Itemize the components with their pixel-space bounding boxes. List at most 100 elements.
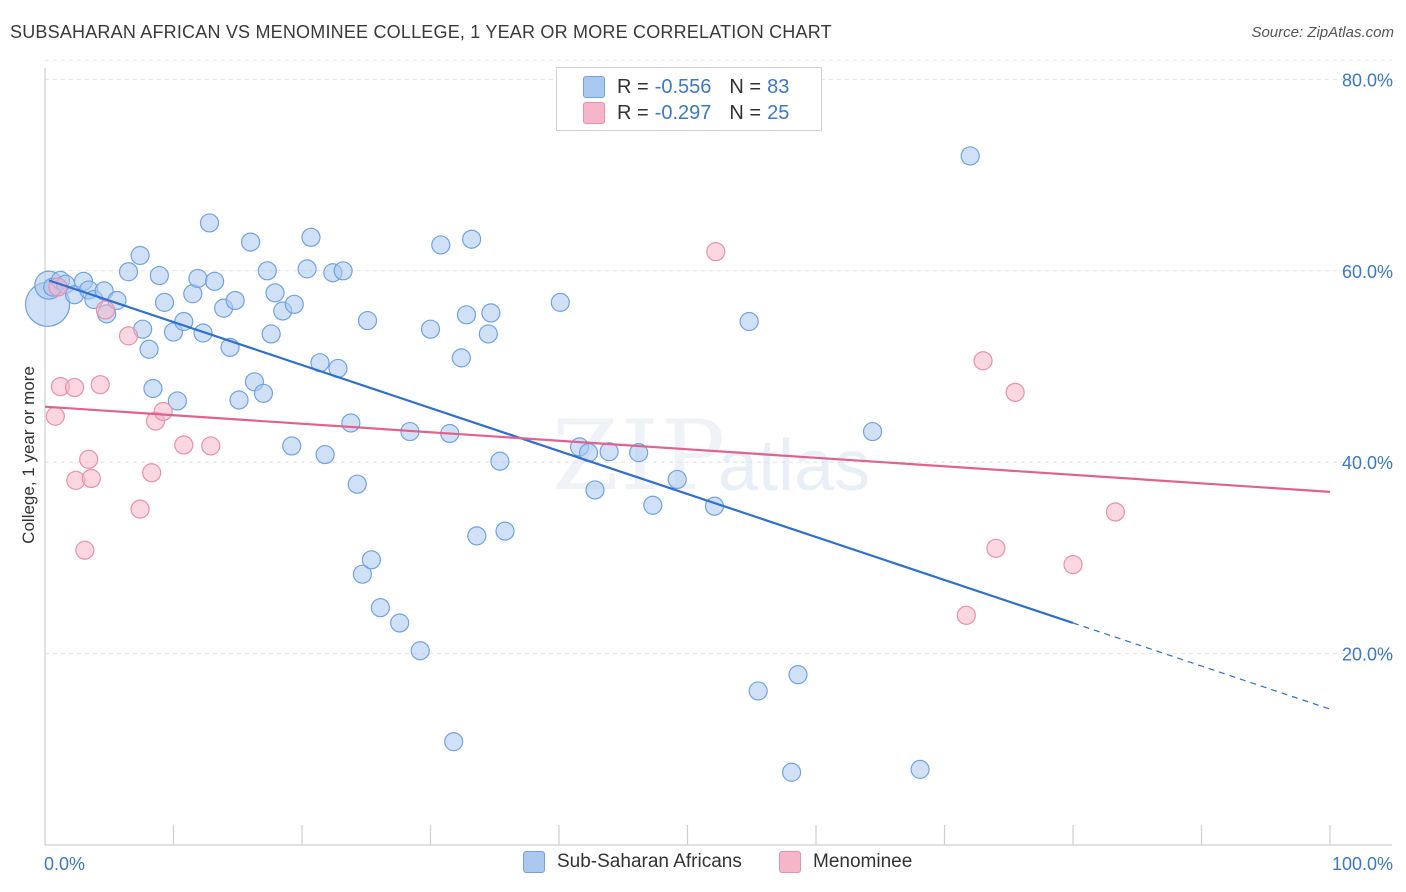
data-point-sub-saharan: [241, 232, 261, 252]
data-point-sub-saharan: [361, 550, 381, 570]
data-point-sub-saharan: [739, 311, 759, 332]
data-point-menominee: [706, 242, 726, 262]
data-point-sub-saharan: [467, 526, 487, 546]
source-label: Source: ZipAtlas.com: [1251, 24, 1394, 41]
data-point-sub-saharan: [781, 762, 802, 782]
legend-r-value: -0.556: [654, 75, 712, 98]
data-point-sub-saharan: [341, 413, 361, 433]
legend-item-menominee[interactable]: Menominee: [779, 851, 912, 873]
legend-n-label: N =: [729, 101, 762, 124]
data-point-menominee: [174, 435, 194, 455]
y-tick-label: 40.0%: [1342, 453, 1393, 473]
data-point-sub-saharan: [490, 451, 510, 471]
data-point-sub-saharan: [585, 480, 605, 500]
data-point-sub-saharan: [315, 444, 335, 465]
correlation-legend: R = -0.556 N = 83 R = -0.297 N = 25: [556, 67, 822, 131]
data-point-sub-saharan: [667, 469, 687, 490]
data-point-menominee: [45, 406, 65, 426]
legend-swatch-pink: [779, 851, 801, 873]
data-point-menominee: [90, 375, 110, 395]
data-point-sub-saharan: [431, 235, 451, 255]
data-point-sub-saharan: [253, 383, 274, 403]
data-point-sub-saharan: [284, 294, 304, 314]
data-point-sub-saharan: [910, 759, 930, 779]
data-point-menominee: [81, 468, 101, 489]
trend-line-menominee: [44, 405, 1331, 493]
data-point-sub-saharan: [481, 303, 501, 323]
y-tick-label: 60.0%: [1342, 262, 1393, 282]
legend-r-value: -0.297: [654, 101, 712, 124]
data-point-sub-saharan: [748, 681, 768, 701]
data-point-menominee: [153, 401, 173, 422]
data-point-sub-saharan: [456, 305, 477, 325]
series-sub-saharan-points: [24, 146, 980, 782]
data-point-sub-saharan: [643, 495, 663, 515]
data-point-menominee: [75, 540, 95, 560]
data-point-menominee: [130, 499, 150, 519]
legend-r-label: R =: [617, 75, 649, 98]
data-point-sub-saharan: [188, 268, 208, 289]
data-point-sub-saharan: [862, 421, 883, 442]
data-point-sub-saharan: [301, 227, 321, 247]
data-point-sub-saharan: [225, 290, 245, 311]
legend-row-menominee: R = -0.297 N = 25: [583, 100, 807, 126]
legend-swatch-blue: [523, 851, 545, 873]
y-tick-label: 80.0%: [1342, 70, 1393, 90]
legend-swatch-pink: [583, 102, 605, 124]
data-point-sub-saharan: [199, 213, 220, 233]
legend-item-sub-saharan[interactable]: Sub-Saharan Africans: [523, 851, 742, 873]
data-point-sub-saharan: [139, 339, 159, 359]
data-point-sub-saharan: [390, 613, 410, 633]
data-point-sub-saharan: [297, 259, 317, 279]
x-tick-label: 0.0%: [44, 854, 85, 874]
tick-labels: 20.0% 40.0% 60.0% 80.0% 0.0% 100.0%: [44, 70, 1393, 874]
data-point-sub-saharan: [149, 265, 169, 286]
data-point-menominee: [64, 377, 85, 398]
data-point-sub-saharan: [788, 665, 808, 685]
data-point-sub-saharan: [550, 292, 570, 312]
legend-n-label: N =: [729, 75, 762, 98]
legend-row-sub-saharan: R = -0.556 N = 83: [583, 74, 807, 100]
data-point-sub-saharan: [420, 319, 441, 339]
data-point-sub-saharan: [130, 245, 150, 266]
data-point-sub-saharan: [257, 261, 277, 281]
data-point-sub-saharan: [599, 442, 619, 462]
grid-lines: [45, 59, 1392, 655]
data-point-menominee: [118, 326, 139, 346]
y-tick-label: 20.0%: [1342, 645, 1393, 665]
data-point-sub-saharan: [265, 283, 285, 303]
data-point-sub-saharan: [261, 324, 281, 344]
data-point-sub-saharan: [347, 474, 367, 494]
data-point-sub-saharan: [167, 391, 187, 411]
data-point-menominee: [142, 463, 162, 483]
series-legend: Sub-Saharan Africans Menominee: [0, 851, 1406, 879]
watermark-atlas: atlas: [718, 426, 871, 506]
data-point-sub-saharan: [333, 261, 353, 281]
data-point-sub-saharan: [495, 521, 515, 541]
data-point-menominee: [79, 449, 99, 469]
legend-item-label: Sub-Saharan Africans: [557, 851, 742, 872]
legend-swatch-blue: [583, 76, 605, 98]
data-point-sub-saharan: [118, 262, 139, 282]
data-point-sub-saharan: [370, 598, 390, 618]
legend-r-label: R =: [617, 101, 649, 124]
data-point-sub-saharan: [410, 641, 430, 661]
data-point-sub-saharan: [154, 292, 175, 312]
data-point-sub-saharan: [229, 390, 249, 410]
legend-n-value: 83: [767, 75, 790, 98]
data-point-sub-saharan: [462, 229, 482, 249]
data-point-sub-saharan: [629, 443, 649, 463]
data-point-menominee: [956, 605, 976, 625]
data-point-sub-saharan: [451, 348, 471, 368]
series-menominee-points: [45, 242, 1126, 625]
data-point-menominee: [95, 300, 115, 320]
trend-line-sub-saharan: [48, 279, 1074, 625]
data-point-sub-saharan: [282, 436, 302, 456]
y-axis-label: College, 1 year or more: [19, 366, 38, 544]
data-point-menominee: [973, 351, 993, 371]
data-point-menominee: [201, 436, 221, 456]
data-point-menominee: [1005, 382, 1025, 402]
data-point-sub-saharan: [357, 310, 378, 331]
legend-n-value: 25: [767, 101, 790, 124]
data-point-sub-saharan: [960, 146, 980, 166]
